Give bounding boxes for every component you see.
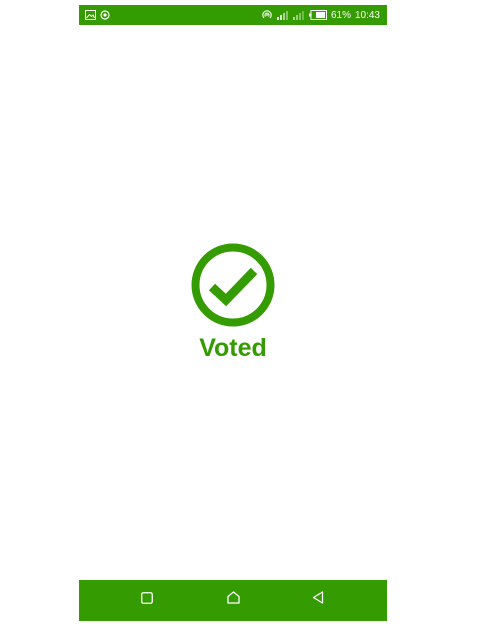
home-button[interactable] [223, 590, 243, 610]
clock-time: 10:43 [354, 9, 380, 21]
voted-label: Voted [199, 334, 267, 362]
status-bar-left [79, 5, 110, 25]
check-circle-icon [191, 243, 275, 332]
voted-confirmation: Voted [79, 243, 387, 363]
battery-percentage: 61% [330, 9, 351, 21]
status-bar: 61% 10:43 [79, 5, 387, 25]
back-icon [312, 591, 324, 609]
signal-icon [276, 10, 289, 20]
recents-icon [141, 591, 153, 609]
battery-icon [308, 10, 327, 20]
sync-icon [100, 10, 110, 20]
recents-button[interactable] [137, 590, 157, 610]
gallery-icon [85, 10, 96, 20]
main-content: Voted [79, 25, 387, 580]
phone-screen: 61% 10:43 Voted [79, 5, 387, 621]
home-icon [226, 591, 240, 609]
status-bar-right: 61% 10:43 [261, 5, 387, 25]
navigation-bar [79, 580, 387, 621]
back-button[interactable] [308, 590, 328, 610]
hotspot-icon [261, 9, 273, 21]
signal-icon [292, 10, 305, 20]
